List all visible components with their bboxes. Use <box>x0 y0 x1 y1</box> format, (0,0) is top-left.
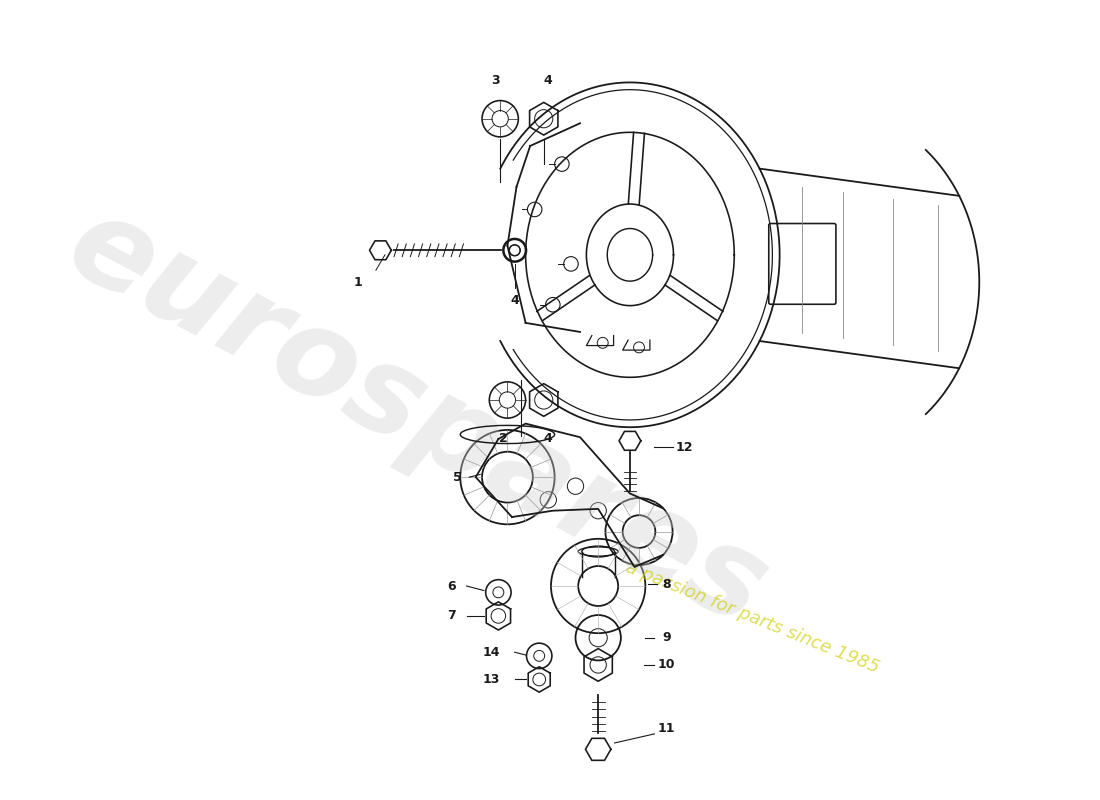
Text: 1: 1 <box>353 275 362 289</box>
Text: 5: 5 <box>453 470 462 484</box>
Text: 4: 4 <box>543 432 552 445</box>
Text: 13: 13 <box>483 673 499 686</box>
Text: eurospares: eurospares <box>48 185 785 651</box>
Text: 12: 12 <box>675 441 693 454</box>
Text: 4: 4 <box>543 74 552 87</box>
Text: 2: 2 <box>498 432 507 445</box>
Text: 6: 6 <box>447 579 455 593</box>
Text: 4: 4 <box>510 294 519 306</box>
Text: 7: 7 <box>447 610 455 622</box>
Text: 8: 8 <box>662 578 671 590</box>
Text: 3: 3 <box>492 74 500 87</box>
Text: a passion for parts since 1985: a passion for parts since 1985 <box>623 558 882 677</box>
Text: 9: 9 <box>662 631 671 644</box>
Text: 10: 10 <box>658 658 675 671</box>
Text: 14: 14 <box>483 646 499 658</box>
Text: 11: 11 <box>658 722 675 735</box>
